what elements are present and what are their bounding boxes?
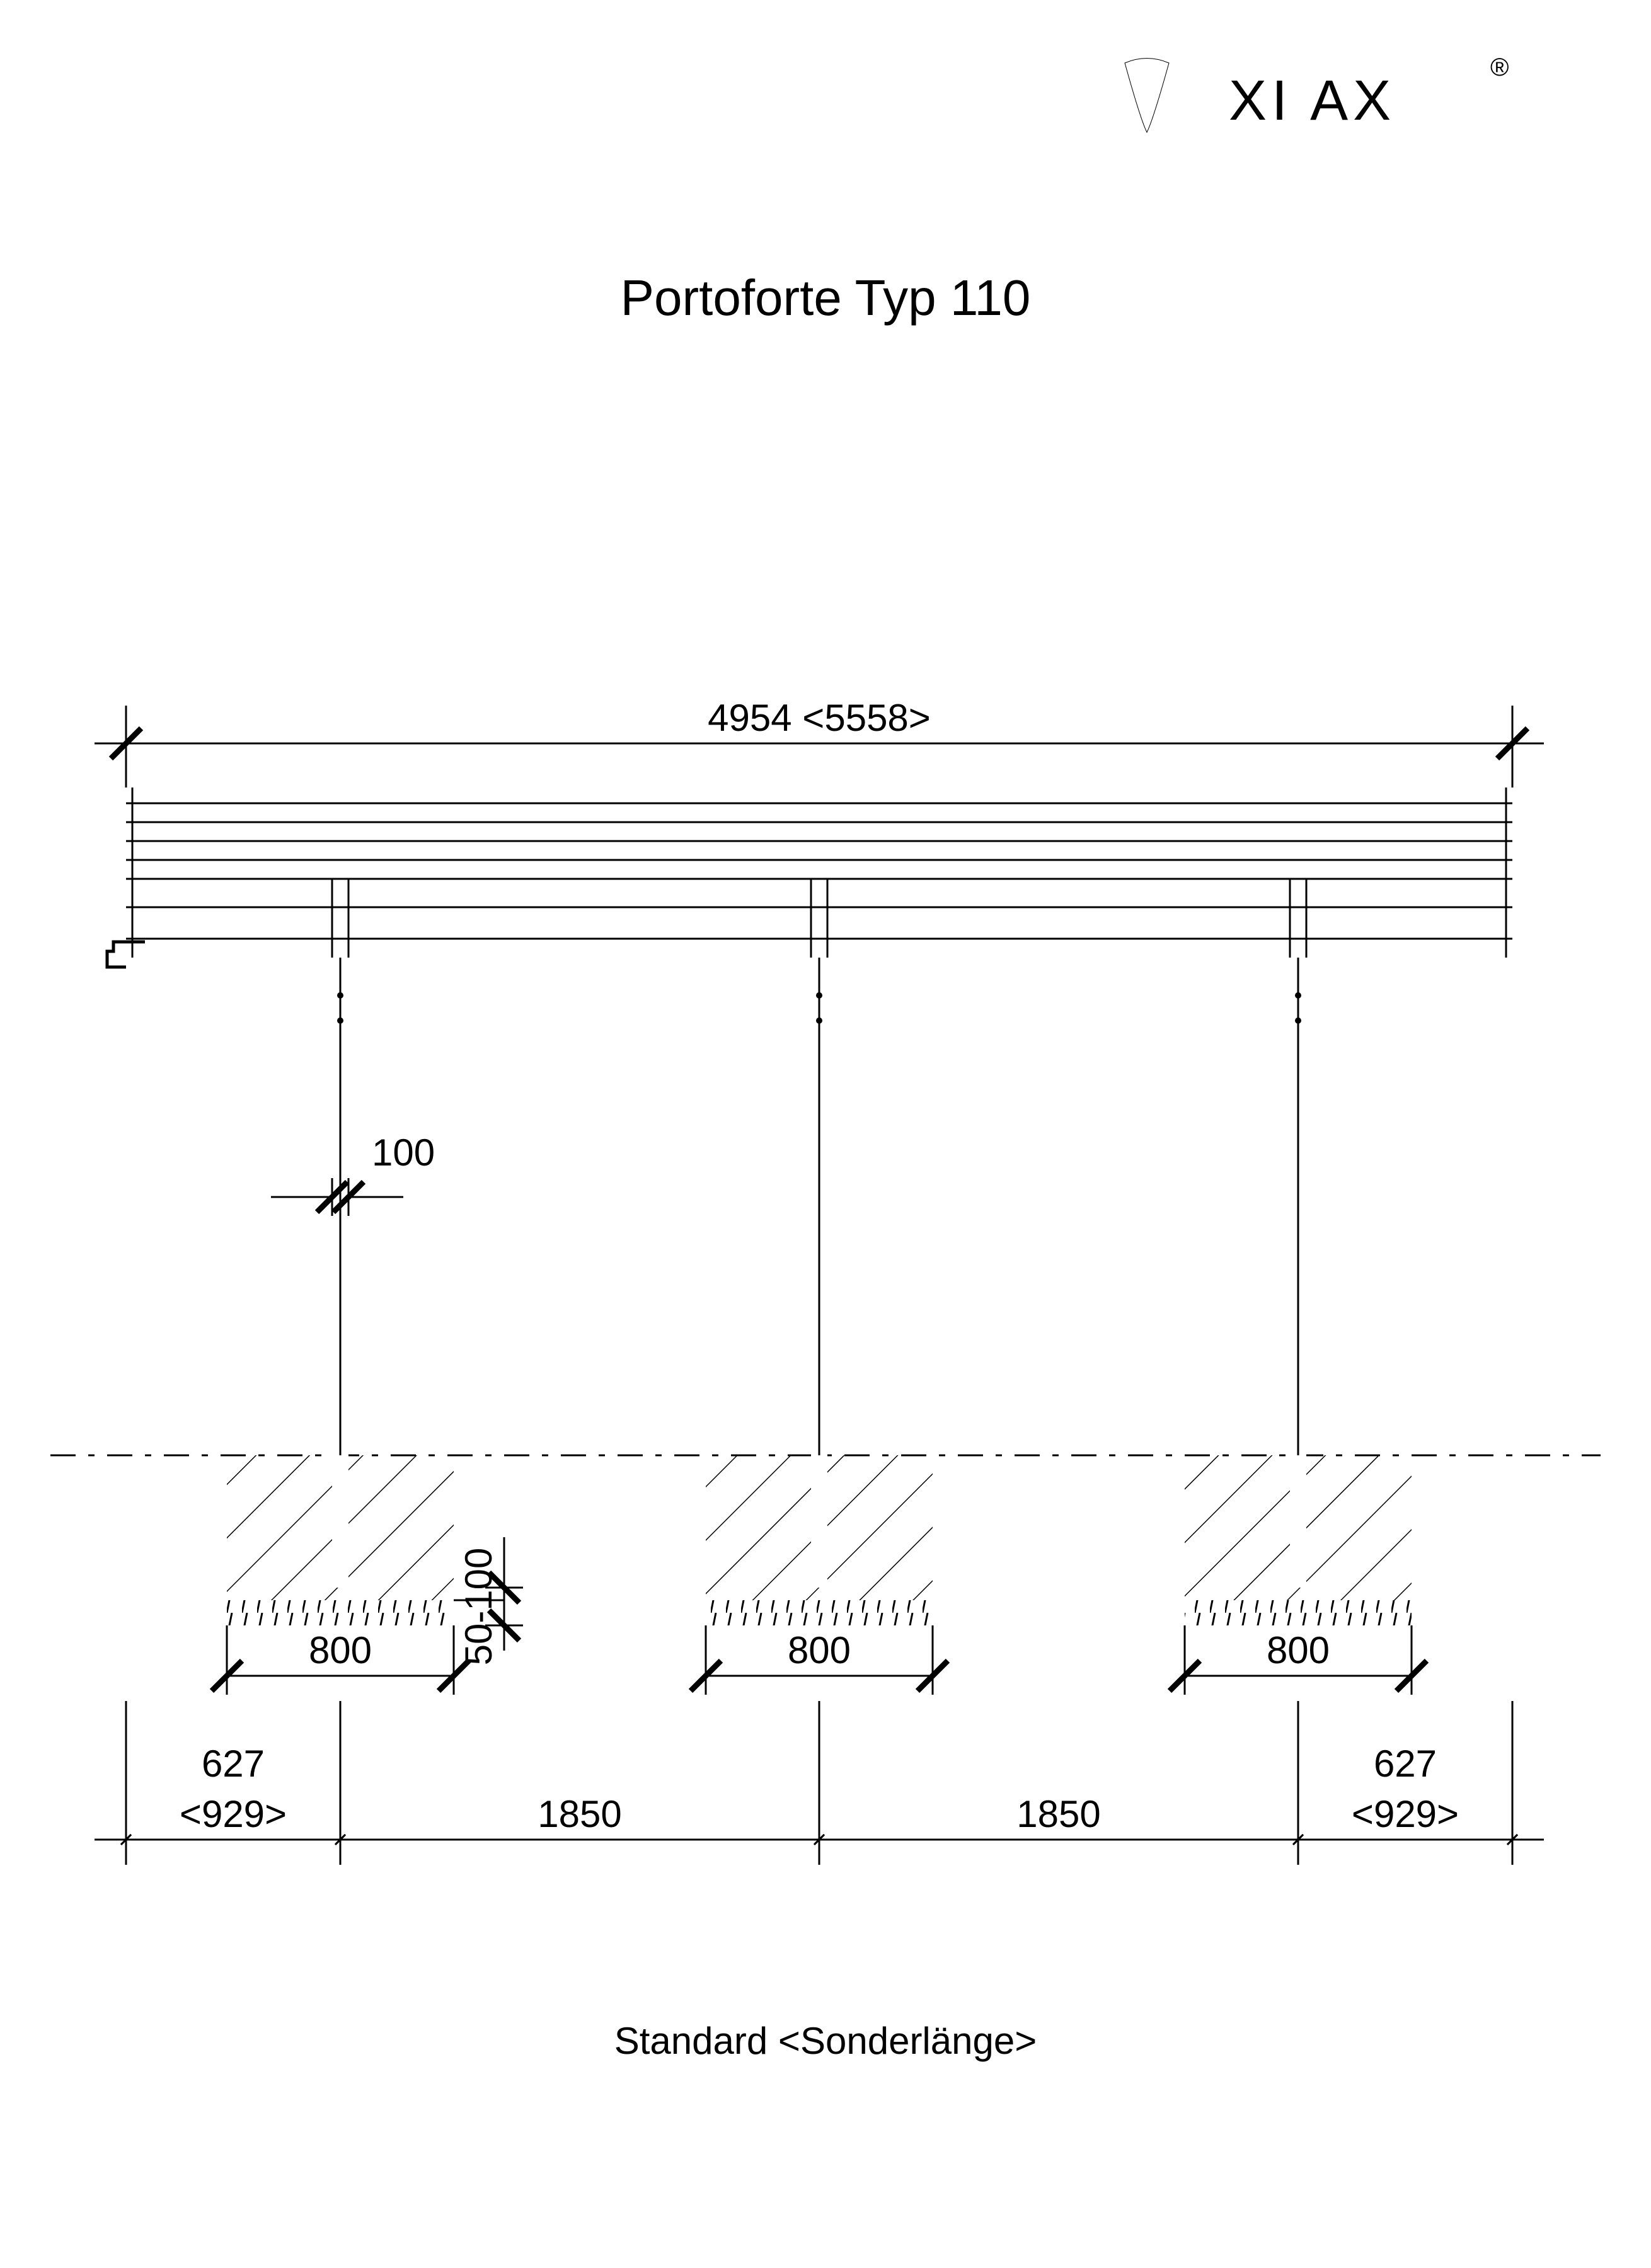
logo: XI AX ® bbox=[1125, 54, 1509, 132]
roof bbox=[107, 788, 1512, 967]
dim-f2-label: 800 bbox=[788, 1629, 851, 1671]
dim-found-widths: 800 800 800 bbox=[227, 1625, 1412, 1695]
dim-depth-label: 50-100 bbox=[457, 1548, 500, 1666]
dim-found-depth: 50-100 bbox=[454, 1537, 523, 1665]
footer-note: Standard <Sonderlänge> bbox=[614, 2020, 1037, 2062]
dim-post-width: 100 bbox=[271, 1131, 435, 1216]
dim-post-width-label: 100 bbox=[372, 1131, 435, 1174]
foundation-1 bbox=[227, 1455, 454, 1625]
page-title: Portoforte Typ 110 bbox=[621, 270, 1031, 326]
dim-bottom-chain: 627 <929> 1850 1850 627 <929> bbox=[95, 1701, 1544, 1865]
dim-left-off: 627 bbox=[202, 1743, 265, 1785]
roof-rafters bbox=[332, 879, 1306, 958]
foundations bbox=[227, 1455, 1412, 1625]
dim-right-off: 627 bbox=[1374, 1743, 1437, 1785]
dim-span1: 1850 bbox=[538, 1793, 621, 1835]
logo-reg: ® bbox=[1490, 54, 1509, 81]
dim-f3-label: 800 bbox=[1267, 1629, 1330, 1671]
logo-text: XI AX bbox=[1229, 69, 1396, 132]
dim-span2: 1850 bbox=[1016, 1793, 1100, 1835]
dim-right-off-ext: <929> bbox=[1352, 1793, 1459, 1835]
foundation-2 bbox=[706, 1455, 933, 1625]
logo-mark bbox=[1125, 59, 1169, 133]
foundation-3 bbox=[1185, 1455, 1412, 1625]
dim-left-off-ext: <929> bbox=[180, 1793, 287, 1835]
dim-f1-label: 800 bbox=[309, 1629, 372, 1671]
technical-drawing: 4954 <5558> bbox=[50, 697, 1601, 1865]
dim-total-label: 4954 <5558> bbox=[708, 697, 931, 739]
dim-total-width: 4954 <5558> bbox=[95, 697, 1544, 788]
